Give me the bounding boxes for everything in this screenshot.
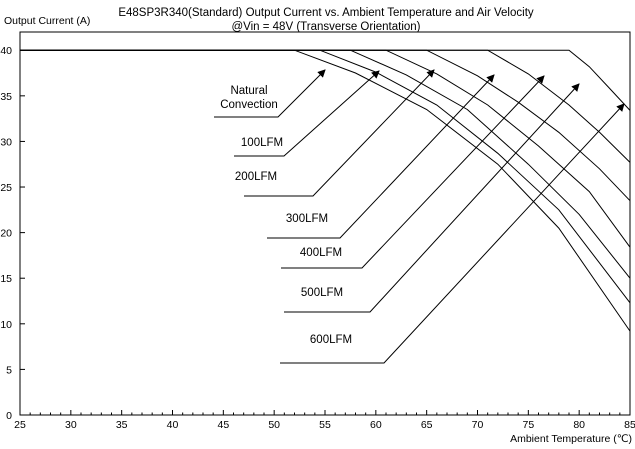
y-tick-label-40: 40 [0,45,12,57]
x-tick-label-70: 70 [472,419,484,431]
curve-label-4: 300LFM [286,213,328,225]
x-tick-label-55: 55 [319,419,331,431]
derating-curves [20,49,631,332]
y-tick-label-10: 10 [0,319,12,331]
curve-label-leader-1 [214,69,326,118]
curve-5 [20,49,631,202]
plot-frame [19,31,631,416]
curve-label-7: 600LFM [310,334,352,346]
curve-labels: Natural Convection 100LFM 200LFM 300LFM 400LF… [214,69,625,364]
curve-label-leader-3 [244,69,435,197]
curve-label-leader-6 [284,83,580,313]
y-tick-label-35: 35 [0,91,12,103]
y-tick-label-15: 15 [0,273,12,285]
x-tick-label-30: 30 [65,419,77,431]
x-tick-label-50: 50 [268,419,280,431]
curve-label-leader-2 [234,70,380,157]
x-tick-label-85: 85 [624,419,635,431]
x-tick-label-45: 45 [217,419,229,431]
chart-title: E48SP3R340(Standard) Output Current vs. … [118,7,534,19]
curve-3 [20,49,631,279]
y-tick-label-25: 25 [0,182,12,194]
x-tick-label-25: 25 [14,419,26,431]
x-tick-label-60: 60 [370,419,382,431]
curve-label-leader-7 [280,103,625,364]
y-tick-label-0: 0 [6,410,12,422]
curve-label-1: Natural Convection [220,85,278,111]
y-axis-label: Output Current (A) [4,15,90,27]
curve-7 [20,49,631,111]
x-tick-label-40: 40 [167,419,179,431]
x-tick-label-65: 65 [421,419,433,431]
curve-label-2: 100LFM [241,137,283,149]
y-tick-label-20: 20 [0,228,12,240]
curve-2 [20,49,631,304]
curve-label-leader-4 [267,74,495,239]
curve-label-6: 500LFM [301,287,343,299]
curve-label-5: 400LFM [300,247,342,259]
x-tick-label-75: 75 [522,419,534,431]
curve-label-3: 200LFM [235,171,277,183]
chart-subtitle: @Vin = 48V (Transverse Orientation) [231,21,420,33]
curve-label-leader-5 [281,75,545,269]
y-tick-label-5: 5 [6,364,12,376]
x-tick-label-35: 35 [116,419,128,431]
x-axis-label: Ambient Temperature (℃) [510,433,632,445]
y-tick-label-30: 30 [0,136,12,148]
x-tick-label-80: 80 [573,419,585,431]
